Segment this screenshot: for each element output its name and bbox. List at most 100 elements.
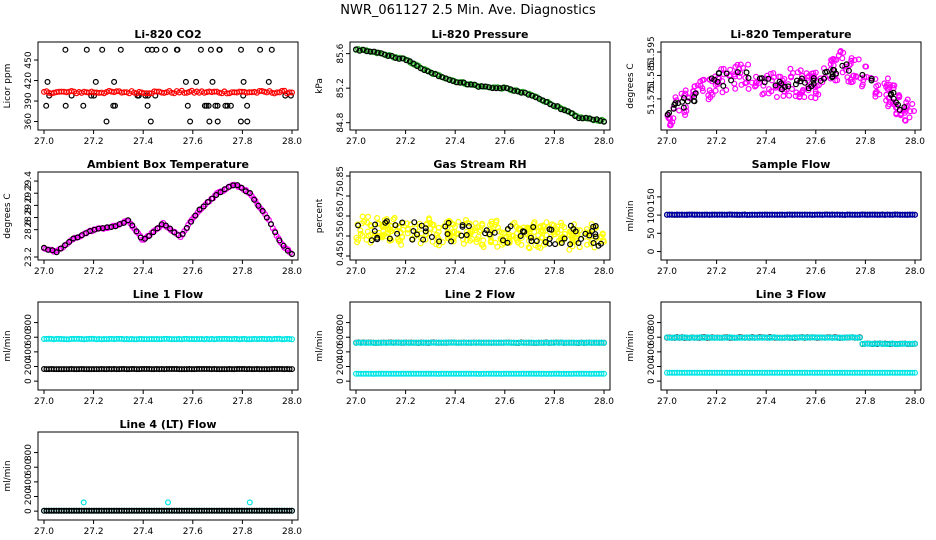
data-point: [731, 80, 738, 87]
data-point: [435, 224, 442, 231]
x-tick-label: 28.0: [594, 397, 614, 407]
data-point: [381, 231, 388, 238]
data-point: [396, 55, 403, 62]
data-point: [482, 230, 489, 237]
data-point: [361, 218, 368, 225]
data-point: [257, 46, 264, 53]
data-point: [445, 219, 452, 226]
data-point: [552, 241, 559, 248]
data-point: [579, 115, 586, 122]
data-point: [449, 229, 456, 236]
data-point: [357, 227, 364, 234]
data-point: [154, 225, 161, 232]
data-point: [153, 46, 160, 53]
data-point: [388, 228, 395, 235]
chart-title: Line 3 Flow: [756, 288, 826, 301]
data-point: [691, 83, 698, 90]
y-axis-label: ml/min: [626, 200, 636, 231]
data-point: [444, 231, 451, 238]
data-point: [566, 246, 573, 253]
x-tick-label: 27.0: [657, 397, 677, 407]
x-tick-label: 27.6: [806, 267, 826, 277]
y-tick-label: 600: [336, 328, 346, 345]
chart-panel: Li-820 CO2 27.0 27.2 27.4 27.6 27.8 28.0 360 390…: [3, 28, 302, 147]
chart-title: Line 2 Flow: [445, 288, 515, 301]
y-tick-label: 29.2: [24, 183, 34, 203]
x-tick-label: 27.6: [495, 137, 515, 147]
data-point: [669, 119, 676, 126]
data-point: [391, 214, 398, 221]
y-tick-label: 0: [336, 378, 346, 384]
y-tick-label: 50: [647, 227, 657, 239]
data-point: [99, 46, 106, 53]
data-point: [237, 118, 244, 125]
y-axis-label: degrees C: [3, 193, 13, 238]
data-point: [856, 334, 863, 341]
data-point: [592, 233, 599, 240]
data-point: [587, 240, 594, 247]
data-point: [909, 100, 916, 107]
data-point: [719, 89, 726, 96]
data-point: [793, 77, 800, 84]
data-point: [708, 75, 715, 82]
data-point: [289, 366, 296, 373]
data-point: [840, 49, 847, 56]
data-point: [103, 118, 110, 125]
data-point: [598, 339, 605, 346]
y-tick-label: 84.8: [336, 112, 346, 132]
data-point: [161, 89, 168, 96]
x-tick-label: 27.4: [133, 527, 153, 537]
data-point: [728, 77, 735, 84]
chart-title: Line 4 (LT) Flow: [120, 418, 217, 431]
data-point: [448, 238, 455, 245]
data-point: [810, 80, 817, 87]
y-tick-label: 450: [24, 51, 34, 68]
data-point: [798, 75, 805, 82]
data-point: [286, 507, 293, 514]
data-point: [171, 229, 178, 236]
data-point: [80, 102, 87, 109]
data-point: [501, 240, 508, 247]
data-point: [804, 74, 811, 81]
chart-title: Li-820 Temperature: [730, 28, 851, 41]
data-point: [428, 69, 435, 76]
data-point: [906, 114, 913, 121]
data-point: [592, 223, 599, 230]
data-point: [222, 102, 229, 109]
data-point: [390, 216, 397, 223]
data-point: [526, 245, 533, 252]
data-point: [364, 228, 371, 235]
y-axis-label: kPa: [315, 78, 325, 94]
data-point: [772, 82, 779, 89]
y-axis-label: percent: [315, 198, 325, 233]
data-point: [430, 221, 437, 228]
x-tick-label: 27.4: [756, 397, 776, 407]
data-point: [392, 222, 399, 229]
chart-panel: Line 3 Flow 27.0 27.2 27.4 27.6 27.8 28.0 0 2004…: [626, 288, 925, 407]
data-point: [586, 115, 593, 122]
data-point: [187, 118, 194, 125]
data-point: [584, 241, 591, 248]
data-point: [488, 237, 495, 244]
data-point: [196, 206, 203, 213]
y-tick-label: 400: [336, 343, 346, 360]
data-point: [381, 51, 388, 58]
data-point: [715, 70, 722, 77]
data-point: [436, 238, 443, 245]
data-point: [403, 57, 410, 64]
data-point: [246, 499, 253, 506]
data-point: [476, 228, 483, 235]
data-point: [810, 75, 817, 82]
x-tick-label: 27.2: [84, 397, 104, 407]
data-point: [583, 226, 590, 233]
data-point: [691, 93, 698, 100]
data-point: [599, 231, 606, 238]
data-point: [197, 46, 204, 53]
data-point: [429, 238, 436, 245]
data-point: [765, 75, 772, 82]
data-point: [388, 237, 395, 244]
data-point: [714, 78, 721, 85]
chart-panel: Li-820 Pressure 27.0 27.2 27.4 27.6 27.8 28.0 8…: [315, 28, 614, 147]
data-point: [817, 75, 824, 82]
y-tick-label: 200: [24, 358, 34, 375]
